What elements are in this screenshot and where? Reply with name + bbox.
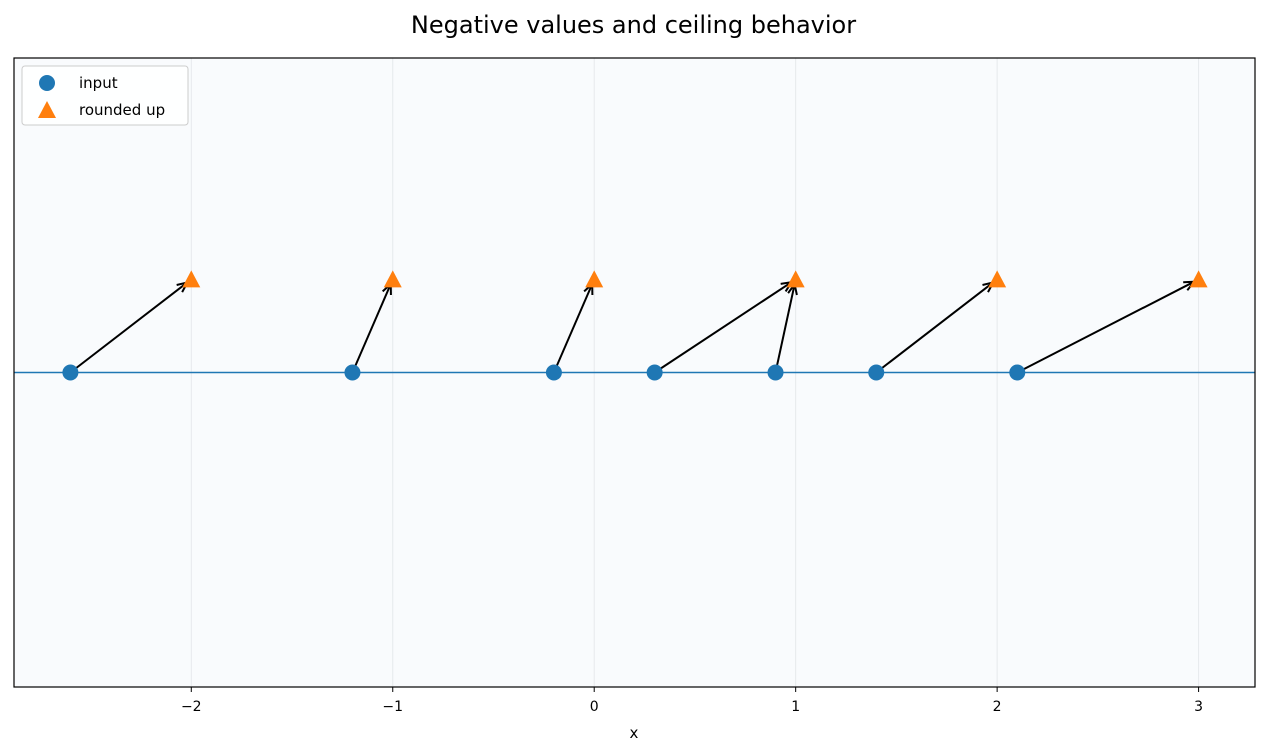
x-tick-label: 1 <box>791 699 800 715</box>
plot-frame <box>13 57 1256 688</box>
x-axis-label: x <box>630 724 639 742</box>
x-tick-label: −1 <box>382 699 403 715</box>
ceiling-arrow <box>351 283 392 373</box>
arrow-layer <box>69 280 1197 374</box>
legend: input rounded up <box>21 65 189 126</box>
rounded-up-point <box>383 270 402 288</box>
rounded-up-point <box>988 270 1007 288</box>
marker-layer <box>62 270 1208 381</box>
ceiling-arrow <box>1016 280 1195 374</box>
input-point <box>646 364 663 381</box>
input-point <box>1009 364 1026 381</box>
legend-marker-rounded-up <box>38 101 56 118</box>
rounded-up-point <box>585 270 604 288</box>
input-point <box>344 364 361 381</box>
x-tick-label: 3 <box>1194 699 1203 715</box>
ceiling-arrow <box>654 281 793 374</box>
x-tick-label: 0 <box>590 699 599 715</box>
rounded-up-point <box>786 270 805 288</box>
legend-box <box>21 65 189 126</box>
legend-marker-input <box>39 75 55 91</box>
ceiling-arrow <box>774 284 796 373</box>
input-point <box>545 364 562 381</box>
x-tick-label: −2 <box>181 699 202 715</box>
ceiling-arrow <box>552 283 594 373</box>
x-tick-label: 2 <box>993 699 1002 715</box>
x-axis-ticks: −2 −1 0 1 2 3 <box>181 687 1203 715</box>
rounded-up-point <box>1189 270 1208 288</box>
ceiling-arrow <box>875 281 994 374</box>
legend-label-input: input <box>79 74 118 92</box>
input-point <box>767 364 784 381</box>
legend-label-rounded-up: rounded up <box>79 101 165 119</box>
chart-title: Negative values and ceiling behavior <box>411 11 856 39</box>
ceiling-arrow <box>69 281 188 374</box>
rounded-up-point <box>182 270 201 288</box>
input-point <box>868 364 885 381</box>
input-point <box>62 364 79 381</box>
